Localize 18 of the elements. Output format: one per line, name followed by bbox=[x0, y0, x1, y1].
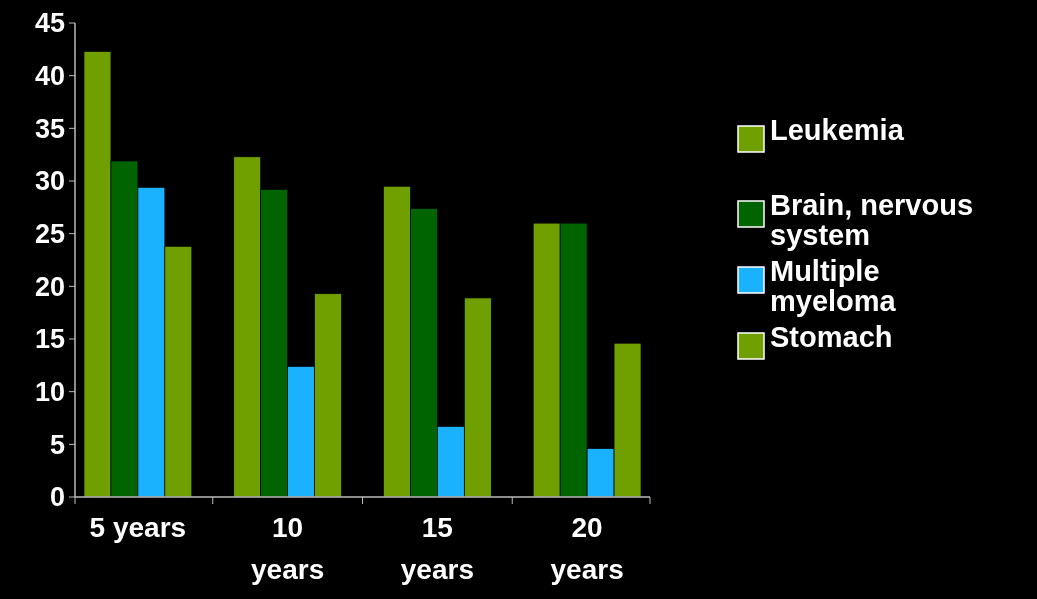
y-tick-label: 25 bbox=[34, 219, 65, 250]
x-tick-label: 5 years bbox=[89, 512, 187, 543]
x-tick-label: 10 years bbox=[251, 512, 325, 585]
y-tick-label: 40 bbox=[34, 61, 65, 92]
y-tick-label: 30 bbox=[34, 166, 65, 197]
x-tick-label: 20 years bbox=[550, 512, 624, 585]
legend-label: Brain, nervous system bbox=[770, 189, 974, 251]
legend-label: Multiple myeloma bbox=[770, 255, 897, 317]
y-tick-label: 10 bbox=[34, 377, 65, 408]
legend-label: Stomach bbox=[770, 321, 893, 353]
y-tick-label: 45 bbox=[34, 8, 65, 39]
y-tick-label: 20 bbox=[34, 271, 65, 302]
y-tick-label: 15 bbox=[34, 324, 65, 355]
x-tick-label: 15 years bbox=[400, 512, 474, 585]
y-tick-label: 35 bbox=[34, 113, 65, 144]
legend-label: Leukemia bbox=[770, 114, 905, 146]
y-tick-label: 0 bbox=[49, 482, 65, 513]
y-tick-label: 5 bbox=[49, 429, 65, 460]
